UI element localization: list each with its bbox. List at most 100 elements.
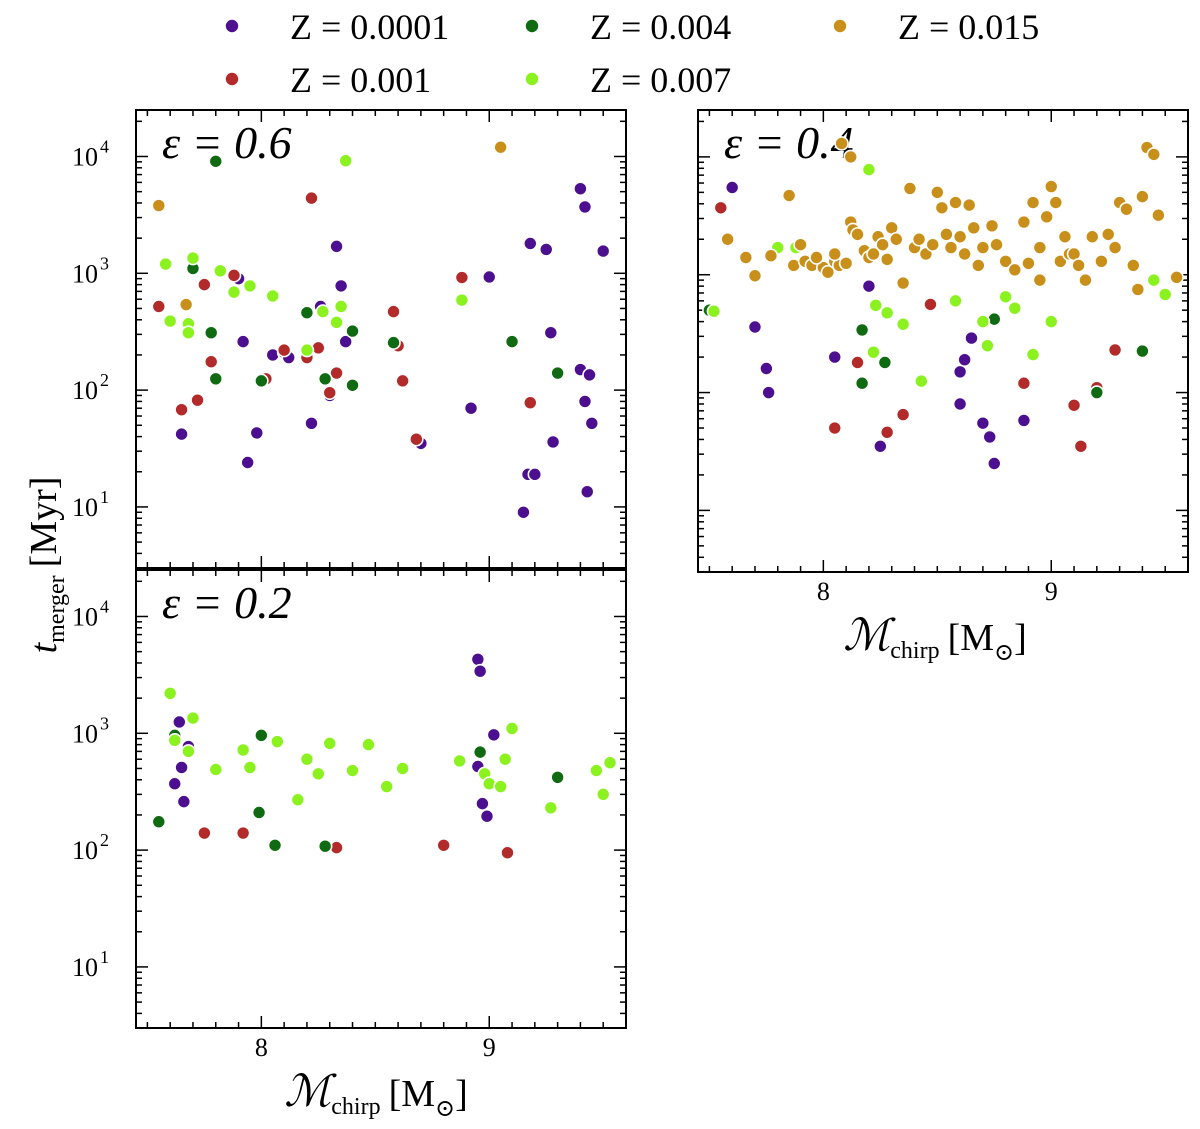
data-point	[879, 305, 895, 321]
data-point	[267, 837, 283, 853]
data-point	[895, 407, 911, 422]
y-axis-label: tmerger[Myr]	[23, 477, 70, 654]
data-point	[543, 800, 559, 816]
data-point	[304, 415, 319, 431]
data-point	[914, 373, 929, 389]
data-point	[834, 136, 849, 151]
legend-label: Z = 0.015	[898, 7, 1039, 47]
data-point	[877, 355, 893, 370]
data-point	[1048, 195, 1064, 210]
data-point	[1169, 270, 1184, 285]
data-point	[975, 240, 991, 255]
data-point	[550, 365, 565, 381]
data-point	[747, 319, 763, 335]
data-point	[329, 315, 344, 330]
data-point	[1039, 209, 1054, 225]
y-tick-label: 10	[72, 719, 98, 748]
y-tick-label: 10	[72, 953, 98, 982]
data-point	[1130, 282, 1146, 297]
data-point	[185, 710, 201, 726]
series-Z-0-0001	[167, 651, 502, 824]
data-point	[1021, 256, 1036, 271]
data-point	[939, 227, 954, 242]
data-point	[980, 338, 995, 353]
data-point	[582, 367, 597, 383]
data-point	[952, 396, 968, 412]
data-point	[1126, 258, 1141, 273]
x-ticks	[146, 110, 627, 568]
data-point	[151, 814, 167, 830]
data-point	[167, 776, 183, 792]
data-point	[854, 322, 870, 338]
data-point	[190, 392, 205, 408]
data-point	[317, 371, 333, 387]
data-point	[1107, 240, 1123, 255]
data-point	[493, 139, 508, 155]
data-point	[1016, 375, 1032, 391]
y-tick-label-exponent: 3	[100, 713, 109, 733]
data-point	[1135, 343, 1150, 359]
panel-title: ε = 0.6	[162, 117, 292, 168]
y-ticks	[698, 120, 1188, 573]
data-point	[820, 264, 836, 280]
data-point	[827, 349, 843, 365]
data-point	[254, 373, 269, 389]
data-point	[527, 467, 543, 482]
data-point	[579, 484, 595, 499]
data-point	[895, 275, 911, 291]
data-point	[162, 313, 178, 329]
data-point	[522, 395, 538, 411]
data-point	[934, 200, 950, 216]
data-point	[589, 763, 604, 778]
y-tick-label-exponent: 4	[100, 136, 109, 156]
data-point	[197, 825, 212, 841]
data-point	[545, 434, 561, 450]
data-point	[226, 284, 242, 300]
data-point	[479, 808, 495, 824]
data-point	[964, 330, 979, 346]
series-Z-0-004	[702, 302, 1150, 400]
data-point	[957, 246, 972, 262]
data-point	[265, 288, 281, 304]
data-point	[162, 685, 178, 701]
data-point	[602, 755, 618, 771]
data-point	[1007, 262, 1023, 278]
data-point	[338, 334, 353, 349]
data-point	[472, 663, 488, 679]
data-point	[989, 237, 1004, 252]
x-tick-label: 8	[255, 1033, 268, 1062]
y-tick-label-exponent: 2	[100, 370, 109, 390]
y-ticks	[136, 120, 626, 569]
series-Z-0-0001	[724, 180, 1032, 471]
data-point	[843, 149, 858, 165]
data-point	[317, 838, 333, 854]
axis-labels: tmerger[Myr] ℳchirp [M⊙] ℳchirp [M⊙]	[23, 477, 1027, 1122]
panel-frame	[135, 109, 627, 569]
data-point	[208, 153, 224, 169]
data-point	[463, 400, 479, 416]
legend-marker	[224, 18, 240, 34]
data-point	[1043, 179, 1059, 194]
data-point	[827, 246, 843, 262]
data-point	[595, 787, 611, 802]
data-point	[251, 805, 267, 820]
data-point	[986, 456, 1002, 471]
data-point	[497, 751, 513, 767]
data-point	[322, 385, 338, 401]
data-point	[1107, 342, 1123, 358]
y-tick-label: 10	[72, 836, 98, 865]
data-point	[747, 268, 763, 284]
series-Z-0-001	[197, 825, 515, 861]
x-axis-label: ℳchirp [M⊙]	[284, 1067, 468, 1122]
x-ticks	[708, 110, 1189, 572]
data-point	[984, 218, 1000, 234]
data-point	[975, 314, 991, 329]
data-point	[345, 323, 360, 339]
y-tick-label: 10	[72, 493, 98, 522]
data-point	[781, 188, 797, 203]
data-point	[203, 325, 219, 341]
data-point	[208, 762, 224, 777]
data-point	[577, 394, 593, 409]
x-ticks	[146, 570, 627, 1028]
